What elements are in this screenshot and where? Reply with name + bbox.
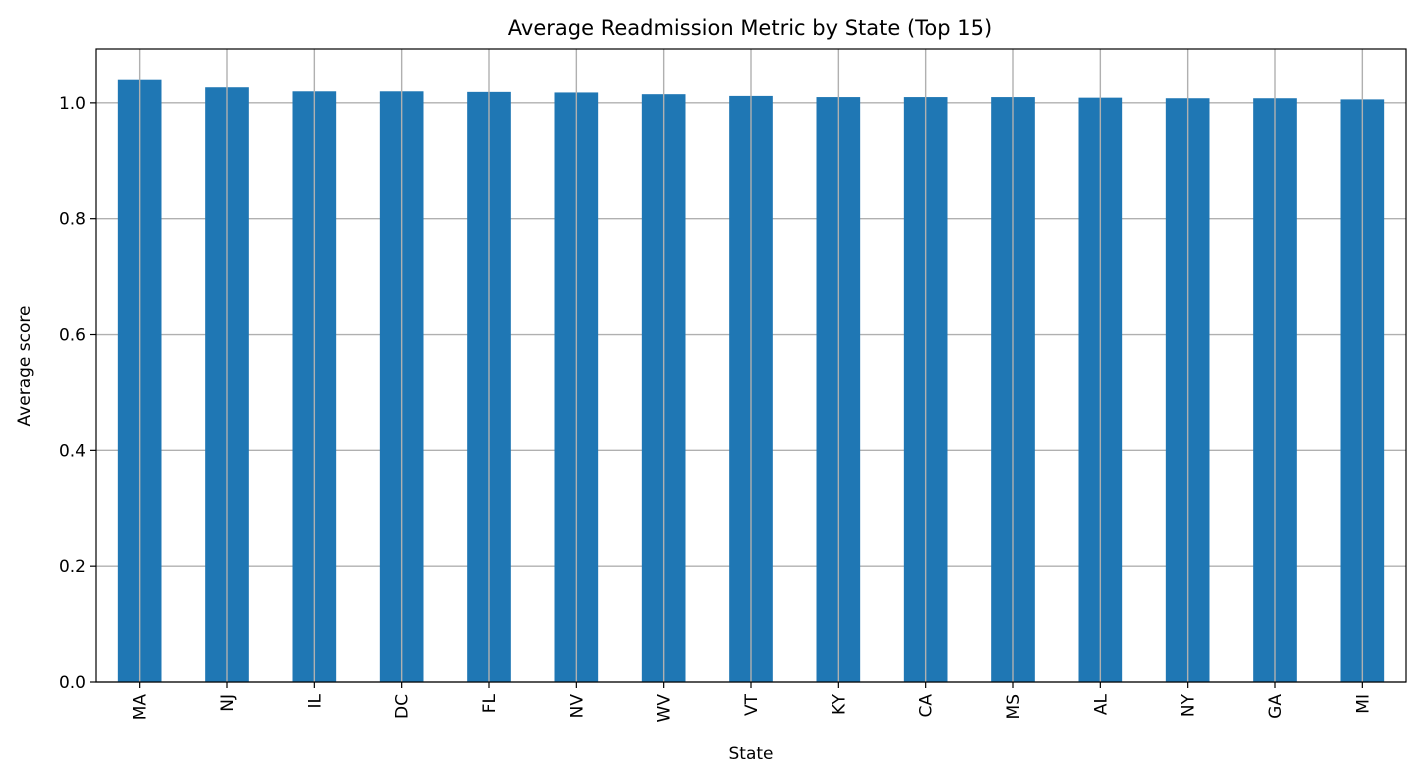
x-tick-label: WV <box>655 694 675 723</box>
chart-title: Average Readmission Metric by State (Top… <box>508 16 992 40</box>
vertical-grid-lines <box>138 49 1364 682</box>
y-tick-label: 0.2 <box>59 557 86 577</box>
x-tick-label: IL <box>305 693 325 708</box>
x-tick-label: FL <box>480 693 500 713</box>
y-tick-label: 1.0 <box>59 94 86 114</box>
y-tick-label: 0.4 <box>59 441 86 461</box>
x-tick-label: NV <box>567 694 587 719</box>
y-tick-label: 0.8 <box>59 210 86 230</box>
x-tick-label: CA <box>917 694 937 718</box>
x-tick-label: MI <box>1353 694 1373 714</box>
x-tick-label: MA <box>131 694 151 721</box>
y-tick-label: 0.6 <box>59 326 86 346</box>
x-axis-label: State <box>729 744 774 764</box>
x-tick-label: NY <box>1179 693 1199 717</box>
x-tick-label: VT <box>742 693 762 716</box>
x-axis-ticks: MA NJ IL DC FL NV WV VT KY CA MS AL NY GA MI <box>131 682 1373 723</box>
x-tick-label: NJ <box>218 694 238 712</box>
x-tick-label: GA <box>1266 694 1286 719</box>
x-tick-label: AL <box>1091 693 1111 715</box>
y-tick-label: 0.0 <box>59 673 86 693</box>
y-axis-label: Average score <box>15 306 35 427</box>
y-axis-ticks: 0.0 0.2 0.4 0.6 0.8 1.0 <box>59 94 96 693</box>
x-tick-label: KY <box>829 693 849 715</box>
x-tick-label: DC <box>393 694 413 719</box>
x-tick-label: MS <box>1004 694 1024 719</box>
